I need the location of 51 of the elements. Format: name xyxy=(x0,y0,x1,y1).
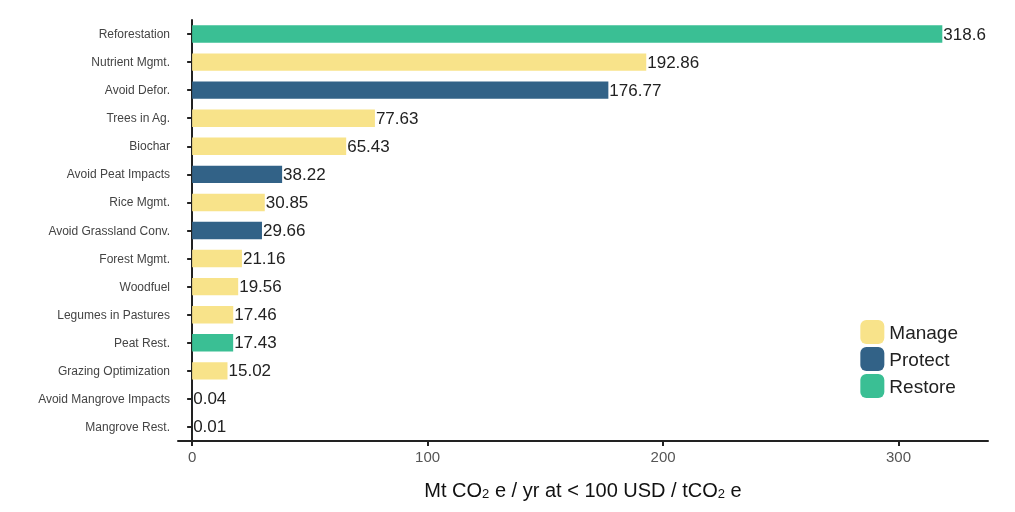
x-tick-label: 0 xyxy=(187,448,197,465)
data-label: 38.22 xyxy=(283,164,326,184)
data-label: 17.46 xyxy=(234,305,277,325)
y-tick-label: Woodfuel xyxy=(119,279,170,294)
data-label: 65.43 xyxy=(347,136,390,156)
bar xyxy=(192,25,943,43)
data-label: 29.66 xyxy=(262,221,306,240)
y-tick-label: Nutrient Mgmt. xyxy=(91,55,170,70)
data-label: 176.77 xyxy=(609,80,662,100)
data-label: 0.04 xyxy=(193,389,227,409)
y-tick-label: Avoid Peat Impacts xyxy=(66,167,170,182)
y-tick-label: Avoid Mangrove Impacts xyxy=(38,391,170,406)
bar xyxy=(192,334,234,352)
data-label: 19.56 xyxy=(239,277,282,297)
data-label: 17.43 xyxy=(234,333,277,353)
data-label: 318.6 xyxy=(943,24,986,44)
data-label: 30.85 xyxy=(265,192,309,212)
legend-label: Manage xyxy=(889,321,959,343)
bar xyxy=(192,221,262,240)
bar xyxy=(192,306,234,324)
data-label: 15.02 xyxy=(228,361,272,381)
legend-label: Protect xyxy=(889,348,951,370)
bar xyxy=(192,165,283,184)
y-tick-label: Trees in Ag. xyxy=(106,111,170,126)
x-axis-title: Mt CO2 e / yr at < 100 USD / tCO2 e xyxy=(424,478,742,501)
y-tick-label: Avoid Defor. xyxy=(104,83,170,98)
data-label: 0.01 xyxy=(193,417,227,437)
bar xyxy=(192,137,347,155)
x-tick-label: 100 xyxy=(415,448,441,465)
y-tick-label: Rice Mgmt. xyxy=(109,195,170,210)
y-tick-label: Avoid Grassland Conv. xyxy=(48,223,170,238)
bar xyxy=(192,277,239,296)
bar xyxy=(192,109,375,127)
x-tick-label: 200 xyxy=(650,448,676,465)
data-label: 21.16 xyxy=(242,249,286,269)
bar xyxy=(192,249,242,268)
y-tick-label: Peat Rest. xyxy=(113,335,170,350)
bar xyxy=(192,81,609,99)
y-tick-label: Reforestation xyxy=(98,27,170,42)
legend-label: Restore xyxy=(889,375,956,397)
y-tick-label: Biochar xyxy=(129,139,170,154)
y-tick-label: Legumes in Pastures xyxy=(57,307,170,322)
bar xyxy=(192,193,265,212)
bar xyxy=(192,53,647,71)
x-tick-label: 300 xyxy=(886,448,912,465)
y-tick-label: Forest Mgmt. xyxy=(99,251,170,266)
y-tick-label: Grazing Optimization xyxy=(57,363,170,378)
data-label: 192.86 xyxy=(647,52,700,72)
y-tick-label: Mangrove Rest. xyxy=(85,419,170,434)
data-label: 77.63 xyxy=(375,108,419,128)
bar xyxy=(192,362,228,380)
